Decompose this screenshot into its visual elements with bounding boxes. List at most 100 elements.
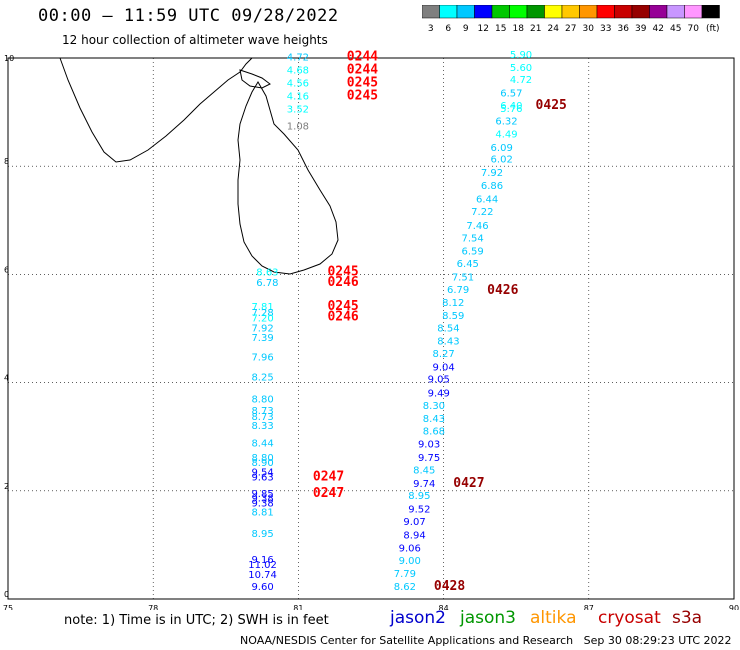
colorbar-label: 36 bbox=[618, 24, 630, 34]
wave-height-label: 9.54 bbox=[251, 468, 273, 479]
map-frame bbox=[7, 57, 735, 600]
sri-lanka-coastline bbox=[237, 81, 339, 275]
wave-height-label: 6.59 bbox=[462, 246, 484, 257]
pass-time-label: 0245 bbox=[347, 89, 378, 104]
x-tick-label: 87 bbox=[584, 604, 594, 610]
wave-height-label: 4.68 bbox=[287, 66, 309, 77]
wave-height-label: 6.09 bbox=[491, 143, 513, 154]
wave-height-label: 8.27 bbox=[432, 349, 454, 360]
wave-height-label: 8.43 bbox=[423, 414, 445, 425]
colorbar-label: (ft) bbox=[706, 24, 720, 34]
pass-time-label: 0244 bbox=[347, 50, 378, 65]
colorbar-label: 70 bbox=[688, 24, 700, 34]
wave-height-label: 7.22 bbox=[471, 207, 493, 218]
colorbar-label: 3 bbox=[428, 24, 434, 34]
axis-ticks: 75 78 81 84 87 90 10 8 6 4 2 0 bbox=[3, 54, 739, 610]
pass-time-label: 0245 bbox=[327, 264, 358, 279]
wave-height-label: 8.73 bbox=[251, 406, 273, 417]
wave-height-label: 7.28 bbox=[251, 308, 273, 319]
wave-height-label: 8.80 bbox=[251, 453, 273, 464]
wave-height-label: 8.30 bbox=[423, 401, 445, 412]
wave-height-label: 6.44 bbox=[476, 194, 498, 205]
wave-height-label: 6.40 bbox=[500, 101, 522, 112]
wave-height-label: 8.62 bbox=[394, 582, 416, 593]
wave-height-label: 9.03 bbox=[418, 440, 440, 451]
wave-height-label: 8.95 bbox=[408, 491, 430, 502]
wave-height-label: 9.16 bbox=[251, 555, 273, 566]
wave-height-label: 7.79 bbox=[394, 569, 416, 580]
wave-height-label: 1.08 bbox=[287, 121, 309, 132]
map-plot: 75 78 81 84 87 90 10 8 6 4 2 0 4.72 4.68 4.56 4.16 3.52… bbox=[3, 50, 739, 610]
legend-jason3: jason3 bbox=[460, 608, 516, 628]
wave-height-label: 9.05 bbox=[428, 375, 450, 386]
pass-time-label: 0425 bbox=[536, 98, 567, 113]
y-tick-label: 10 bbox=[4, 54, 14, 63]
pass-time-label: 0247 bbox=[313, 470, 344, 485]
wave-height-label: 8.44 bbox=[251, 438, 273, 449]
colorbar-label: 15 bbox=[495, 24, 506, 34]
wave-height-label: 9.07 bbox=[403, 517, 425, 528]
wave-height-label: 8.59 bbox=[442, 311, 464, 322]
wave-height-label: 9.60 bbox=[251, 582, 273, 593]
wave-height-label: 6.79 bbox=[447, 285, 469, 296]
jaffna-peninsula bbox=[239, 69, 271, 89]
credit-line: NOAA/NESDIS Center for Satellite Applica… bbox=[240, 634, 732, 647]
wave-height-label: 6.45 bbox=[457, 259, 479, 270]
footnote: note: 1) Time is in UTC; 2) SWH is in fe… bbox=[64, 613, 329, 628]
pass-time-label: 0426 bbox=[487, 283, 518, 298]
pass-time-label: 0428 bbox=[434, 579, 465, 594]
x-tick-label: 75 bbox=[3, 604, 13, 610]
colorbar-label: 9 bbox=[463, 24, 469, 34]
wave-height-label: 7.51 bbox=[452, 272, 474, 283]
pass-time-label: 0246 bbox=[327, 309, 358, 324]
x-tick-label: 78 bbox=[148, 604, 158, 610]
wave-height-label: 8.12 bbox=[442, 298, 464, 309]
wave-height-label: 9.06 bbox=[399, 543, 421, 554]
wave-height-label: 9.74 bbox=[413, 479, 435, 490]
pass-time-labels: 0244024402450245042502450246024502460426… bbox=[313, 50, 567, 594]
pass-time-label: 0245 bbox=[327, 299, 358, 314]
pass-time-label: 0247 bbox=[313, 486, 344, 501]
page-subtitle: 12 hour collection of altimeter wave hei… bbox=[62, 33, 328, 47]
colorbar-label: 18 bbox=[513, 24, 525, 34]
wave-height-label: 9.38 bbox=[251, 494, 273, 505]
wave-height-label: 8.63 bbox=[256, 267, 278, 278]
wave-height-label: 9.52 bbox=[408, 504, 430, 515]
wave-height-label: 7.46 bbox=[466, 221, 488, 232]
india-coastline bbox=[59, 57, 253, 163]
wave-height-label: 8.25 bbox=[251, 372, 273, 383]
colorbar-label: 12 bbox=[478, 24, 489, 34]
pass-time-label: 0427 bbox=[453, 476, 484, 491]
colorbar-swatch bbox=[701, 5, 720, 19]
wave-height-label: 7.92 bbox=[481, 168, 503, 179]
wave-height-label: 11.02 bbox=[248, 560, 277, 571]
wave-height-label: 4.49 bbox=[495, 130, 517, 141]
wave-height-label: 5.90 bbox=[510, 50, 532, 61]
wave-height-label: 7.92 bbox=[251, 324, 273, 335]
x-tick-label: 84 bbox=[439, 604, 449, 610]
wave-height-label: 7.20 bbox=[251, 313, 273, 324]
wave-height-label: 9.63 bbox=[251, 473, 273, 484]
wave-height-label: 9.00 bbox=[399, 556, 421, 567]
colorbar-label: 27 bbox=[565, 24, 576, 34]
wave-height-label: 8.81 bbox=[251, 508, 273, 519]
wave-height-label: 9.75 bbox=[418, 453, 440, 464]
pass-time-label: 0244 bbox=[347, 63, 378, 78]
wave-height-label: 8.54 bbox=[437, 324, 459, 335]
legend-altika: altika bbox=[530, 608, 577, 628]
wave-height-label: 4.16 bbox=[287, 92, 309, 103]
wave-height-label: 6.02 bbox=[491, 154, 513, 165]
pass-time-label: 0246 bbox=[327, 275, 358, 290]
wave-height-label: 7.54 bbox=[462, 233, 484, 244]
wave-height-label: 8.45 bbox=[413, 465, 435, 476]
wave-height-label: 7.39 bbox=[251, 333, 273, 344]
wave-height-label: 8.80 bbox=[251, 395, 273, 406]
wave-height-label: 6.78 bbox=[256, 278, 278, 289]
wave-height-label: 8.33 bbox=[251, 421, 273, 432]
x-tick-label: 90 bbox=[729, 604, 739, 610]
legend-cryosat: cryosat bbox=[598, 608, 661, 628]
wave-height-label: 6.57 bbox=[500, 88, 522, 99]
wave-height-label: 6.32 bbox=[495, 117, 517, 128]
colorbar-label: 6 bbox=[445, 24, 451, 34]
y-tick-label: 0 bbox=[4, 590, 9, 599]
